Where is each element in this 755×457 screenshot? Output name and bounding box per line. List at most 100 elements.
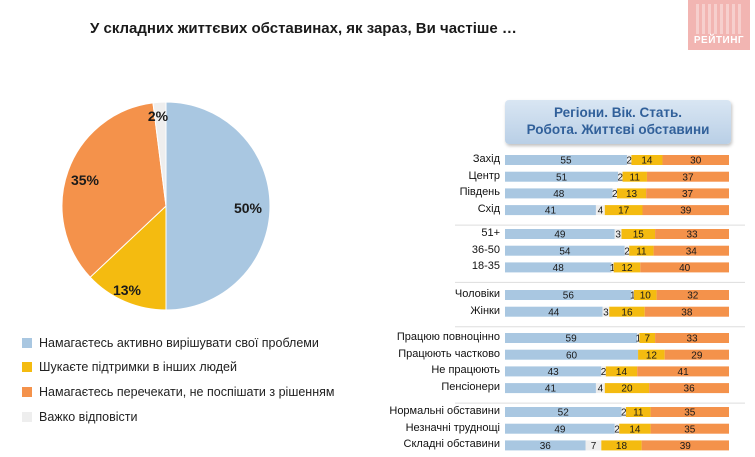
bar-segment — [626, 155, 632, 165]
bar-segment — [649, 383, 729, 394]
legend-label: Шукаєте підтримки в інших людей — [39, 360, 237, 374]
bar-value-label: 12 — [646, 350, 658, 361]
pie-slice-label: 2% — [148, 108, 169, 124]
bar-value-label: 2 — [621, 408, 627, 419]
bar-segment — [505, 440, 586, 451]
bar-segment — [621, 229, 656, 239]
bar-value-label: 60 — [566, 350, 578, 361]
bar-value-label: 20 — [621, 384, 633, 395]
bar-row-label: 36-50 — [471, 243, 500, 256]
bar-value-label: 14 — [629, 424, 641, 435]
bar-value-label: 39 — [680, 206, 692, 217]
bar-value-label: 3 — [603, 307, 609, 318]
bar-row-label: Працюю повноцінно — [396, 331, 500, 343]
bar-value-label: 48 — [553, 263, 565, 274]
bar-row-label: Захід — [472, 153, 500, 165]
logo-stripes — [696, 4, 742, 34]
bar-segment — [595, 383, 605, 394]
legend-item: Шукаєте підтримки в інших людей — [22, 359, 237, 375]
bar-value-label: 11 — [630, 172, 641, 183]
bar-segment — [601, 366, 606, 377]
bar-header-line2: Робота. Життєві обставини — [526, 122, 710, 137]
bar-value-label: 40 — [679, 263, 691, 274]
bar-chart-header: Регіони. Вік. Стать. Робота. Життєві обс… — [505, 100, 731, 144]
legend-swatch — [22, 362, 32, 372]
bar-value-label: 39 — [680, 441, 692, 452]
bar-value-label: 59 — [566, 334, 578, 345]
bar-segment — [650, 407, 729, 417]
bar-row-label: Чоловіки — [454, 288, 500, 300]
bar-value-label: 34 — [686, 246, 698, 257]
legend-label: Важко відповісти — [39, 410, 138, 424]
pie-slice-label: 35% — [71, 172, 100, 188]
bar-segment — [622, 171, 647, 182]
bar-segment — [637, 333, 640, 343]
bar-value-label: 44 — [548, 307, 560, 318]
bar-value-label: 11 — [633, 408, 644, 419]
bar-value-label: 29 — [691, 350, 703, 361]
bar-segment — [644, 306, 729, 317]
bar-segment — [609, 306, 645, 317]
bar-value-label: 4 — [598, 384, 604, 395]
bar-value-label: 2 — [626, 156, 632, 167]
pie-slice-label: 13% — [113, 282, 142, 298]
bar-segment — [505, 262, 612, 273]
bar-segment — [641, 440, 729, 451]
bar-value-label: 1 — [635, 334, 641, 345]
bar-row-label: Схід — [477, 203, 500, 216]
bar-segment — [618, 171, 623, 182]
bar-segment — [505, 205, 596, 216]
bar-value-label: 2 — [618, 172, 624, 183]
chart-title: У складних життєвих обставинах, як зараз… — [90, 20, 517, 37]
bar-value-label: 7 — [644, 334, 650, 345]
bar-value-label: 2 — [601, 367, 607, 378]
bar-segment — [505, 366, 602, 377]
bar-segment — [640, 262, 729, 273]
bar-value-label: 10 — [640, 291, 652, 302]
bar-segment — [505, 423, 615, 434]
bar-segment — [655, 229, 729, 239]
bar-value-label: 37 — [682, 189, 694, 200]
bar-segment — [602, 306, 610, 317]
bar-value-label: 1 — [630, 291, 636, 302]
bar-value-label: 7 — [591, 441, 597, 452]
bar-segment — [505, 245, 625, 256]
bar-value-label: 49 — [554, 230, 566, 241]
bar-segment — [642, 205, 729, 216]
bar-row-label: Незначні труднощі — [405, 421, 500, 434]
legend-label: Намагаєтесь перечекати, не поспішати з р… — [39, 385, 335, 399]
legend-label: Намагаєтесь активно вирішувати свої проб… — [39, 336, 319, 350]
bar-segment — [505, 333, 638, 343]
bar-row-label: Пенсіонери — [441, 381, 500, 394]
bar-value-label: 13 — [626, 189, 638, 200]
bar-segment — [505, 349, 639, 360]
bar-segment — [631, 155, 663, 165]
bar-value-label: 18 — [616, 441, 628, 452]
bar-row-label: Нормальні обставини — [389, 405, 500, 417]
bar-value-label: 30 — [690, 156, 702, 167]
bar-value-label: 3 — [615, 230, 621, 241]
bar-segment — [646, 188, 729, 199]
bar-value-label: 55 — [560, 156, 572, 167]
bar-value-label: 36 — [684, 384, 696, 395]
bar-value-label: 37 — [682, 172, 694, 183]
bar-value-label: 43 — [548, 367, 560, 378]
bar-header-line1: Регіони. Вік. Стать. — [553, 105, 683, 120]
bar-segment — [611, 262, 614, 273]
legend-swatch — [22, 338, 32, 348]
bar-segment — [624, 245, 630, 256]
bar-row-label: 51+ — [481, 227, 500, 239]
bar-value-label: 2 — [612, 189, 618, 200]
bar-value-label: 38 — [681, 307, 693, 318]
bar-value-label: 2 — [614, 424, 620, 435]
bar-value-label: 41 — [545, 206, 557, 217]
bar-value-label: 49 — [554, 424, 566, 435]
bar-segment — [650, 423, 729, 434]
bar-segment — [621, 407, 626, 417]
bar-segment — [505, 407, 622, 417]
bar-value-label: 11 — [636, 246, 647, 257]
bar-segment — [505, 155, 627, 165]
bar-value-label: 35 — [684, 408, 696, 419]
